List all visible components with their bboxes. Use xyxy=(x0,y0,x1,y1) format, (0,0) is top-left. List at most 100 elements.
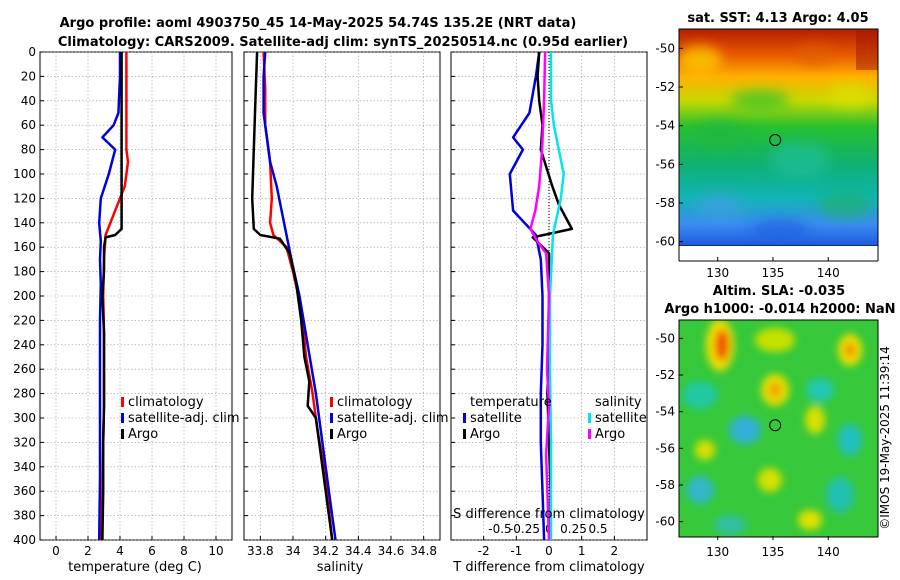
y-tick-label: 100 xyxy=(13,167,36,181)
x-tick-label: 1 xyxy=(578,544,586,558)
series-line-argo xyxy=(101,52,123,541)
map-x-tick-label: 140 xyxy=(817,266,840,280)
y-tick-label: 20 xyxy=(21,69,36,83)
salinity-panel: 33.8 34 34.2 34.4 34.6 34.8 xyxy=(243,51,441,558)
legend-marker-argo xyxy=(121,429,124,439)
difference-top-xlabel: S difference from climatology xyxy=(453,507,645,522)
top-tick-label: -0.25 xyxy=(509,522,540,536)
map-y-tick-label: -50 xyxy=(655,41,675,55)
y-tick-label: 220 xyxy=(13,313,36,327)
legend-marker-satellite xyxy=(330,413,333,423)
x-tick-label: 10 xyxy=(208,544,223,558)
y-tick-label: 160 xyxy=(13,240,36,254)
legend-marker-sal-satellite xyxy=(588,413,591,423)
top-tick-label: 0.25 xyxy=(560,522,587,536)
map-y-tick-label: -60 xyxy=(655,515,675,529)
legend-marker-climatology xyxy=(121,397,124,407)
y-tick-label: 340 xyxy=(13,460,36,474)
difference-legend: temperature satellite Argo salinity sate… xyxy=(463,395,647,442)
y-tick-label: 60 xyxy=(21,118,36,132)
x-tick-label: 34.2 xyxy=(312,544,339,558)
map-y-tick-label: -58 xyxy=(655,478,675,492)
sst-map-nodata xyxy=(679,246,878,261)
y-tick-label: 320 xyxy=(13,435,36,449)
y-tick-label: 120 xyxy=(13,191,36,205)
x-tick-label: 34.8 xyxy=(410,544,437,558)
map-y-tick-label: -50 xyxy=(655,331,675,345)
map-y-tick-label: -56 xyxy=(655,441,675,455)
sla-map-frame xyxy=(678,319,879,538)
y-tick-label: 80 xyxy=(21,143,36,157)
x-tick-label: -2 xyxy=(478,544,490,558)
series-line-salinity-argo xyxy=(529,51,551,541)
title-line-1: Argo profile: aoml 4903750_45 14-May-202… xyxy=(60,16,577,31)
legend-salinity-heading: salinity xyxy=(595,395,642,410)
map-y-tick-label: -54 xyxy=(655,405,675,419)
x-tick-label: 34.4 xyxy=(345,544,372,558)
y-tick-label: 180 xyxy=(13,265,36,279)
legend-argo: Argo xyxy=(128,427,158,442)
y-tick-label: 400 xyxy=(13,533,36,547)
series-line-salinity-satellite xyxy=(548,52,565,540)
legend-marker-temp-argo xyxy=(463,429,466,439)
y-tick-label: 0 xyxy=(28,45,36,59)
legend-argo: Argo xyxy=(337,427,367,442)
y-tick-label: 140 xyxy=(13,216,36,230)
imos-watermark: ©IMOS 19-May-2025 11:39:14 xyxy=(878,346,892,530)
x-tick-label: 0 xyxy=(545,544,553,558)
map-y-tick-label: -52 xyxy=(655,368,675,382)
map-y-tick-label: -54 xyxy=(655,119,675,133)
x-tick-label: 6 xyxy=(148,544,156,558)
sla-map-title-1: Altim. SLA: -0.035 xyxy=(713,284,845,299)
map-x-tick-label: 140 xyxy=(817,545,840,559)
map-y-tick-label: -56 xyxy=(655,157,675,171)
y-tick-label: 380 xyxy=(13,509,36,523)
salinity-xlabel: salinity xyxy=(317,560,364,575)
x-tick-label: 34 xyxy=(285,544,300,558)
legend-marker-argo xyxy=(330,429,333,439)
map-x-tick-label: 135 xyxy=(762,545,785,559)
y-tick-label: 200 xyxy=(13,289,36,303)
y-tick-label: 300 xyxy=(13,411,36,425)
sla-map-title-2: Argo h1000: -0.014 h2000: NaN xyxy=(664,302,895,317)
map-y-tick-label: -52 xyxy=(655,80,675,94)
y-tick-label: 360 xyxy=(13,484,36,498)
salinity-legend: climatology satellite-adj. clim Argo xyxy=(330,395,449,442)
temperature-panel: 0204060801001201401601802002202402602803… xyxy=(13,45,233,558)
y-tick-label: 280 xyxy=(13,387,36,401)
legend-sal-argo: Argo xyxy=(595,427,625,442)
temperature-legend: climatology satellite-adj. clim Argo xyxy=(121,395,240,442)
x-tick-label: 0 xyxy=(52,544,60,558)
x-tick-label: 33.8 xyxy=(247,544,274,558)
legend-temp-argo: Argo xyxy=(470,427,500,442)
x-tick-label: 2 xyxy=(611,544,619,558)
legend-marker-sal-argo xyxy=(588,429,591,439)
map-x-tick-label: 135 xyxy=(762,266,785,280)
legend-temperature-heading: temperature xyxy=(470,395,552,410)
legend-satellite: satellite-adj. clim xyxy=(337,411,449,426)
map-y-tick-label: -60 xyxy=(655,235,675,249)
legend-temp-satellite: satellite xyxy=(470,411,522,426)
map-x-tick-label: 130 xyxy=(706,545,729,559)
y-tick-label: 240 xyxy=(13,338,36,352)
map-x-tick-label: 130 xyxy=(706,266,729,280)
series-line-satellite-adj-clim xyxy=(97,52,122,541)
top-tick-label: -0.5 xyxy=(488,522,511,536)
x-tick-label: 2 xyxy=(84,544,92,558)
x-tick-label: -1 xyxy=(510,544,522,558)
x-tick-label: 8 xyxy=(180,544,188,558)
sst-map-axes: 130 135 140 -50 -52 -54 -56 -58 -60 xyxy=(655,41,839,280)
x-tick-label: 4 xyxy=(116,544,124,558)
sst-map-title: sat. SST: 4.13 Argo: 4.05 xyxy=(687,11,868,26)
series-line-satellite-adj-clim xyxy=(262,51,337,541)
legend-satellite: satellite-adj. clim xyxy=(128,411,240,426)
legend-marker-climatology xyxy=(330,397,333,407)
top-tick-label: 0.5 xyxy=(588,522,607,536)
legend-sal-satellite: satellite xyxy=(595,411,647,426)
map-y-tick-label: -58 xyxy=(655,196,675,210)
y-tick-label: 40 xyxy=(21,94,36,108)
legend-climatology: climatology xyxy=(337,395,413,410)
series-line-temperature-satellite xyxy=(508,51,546,541)
